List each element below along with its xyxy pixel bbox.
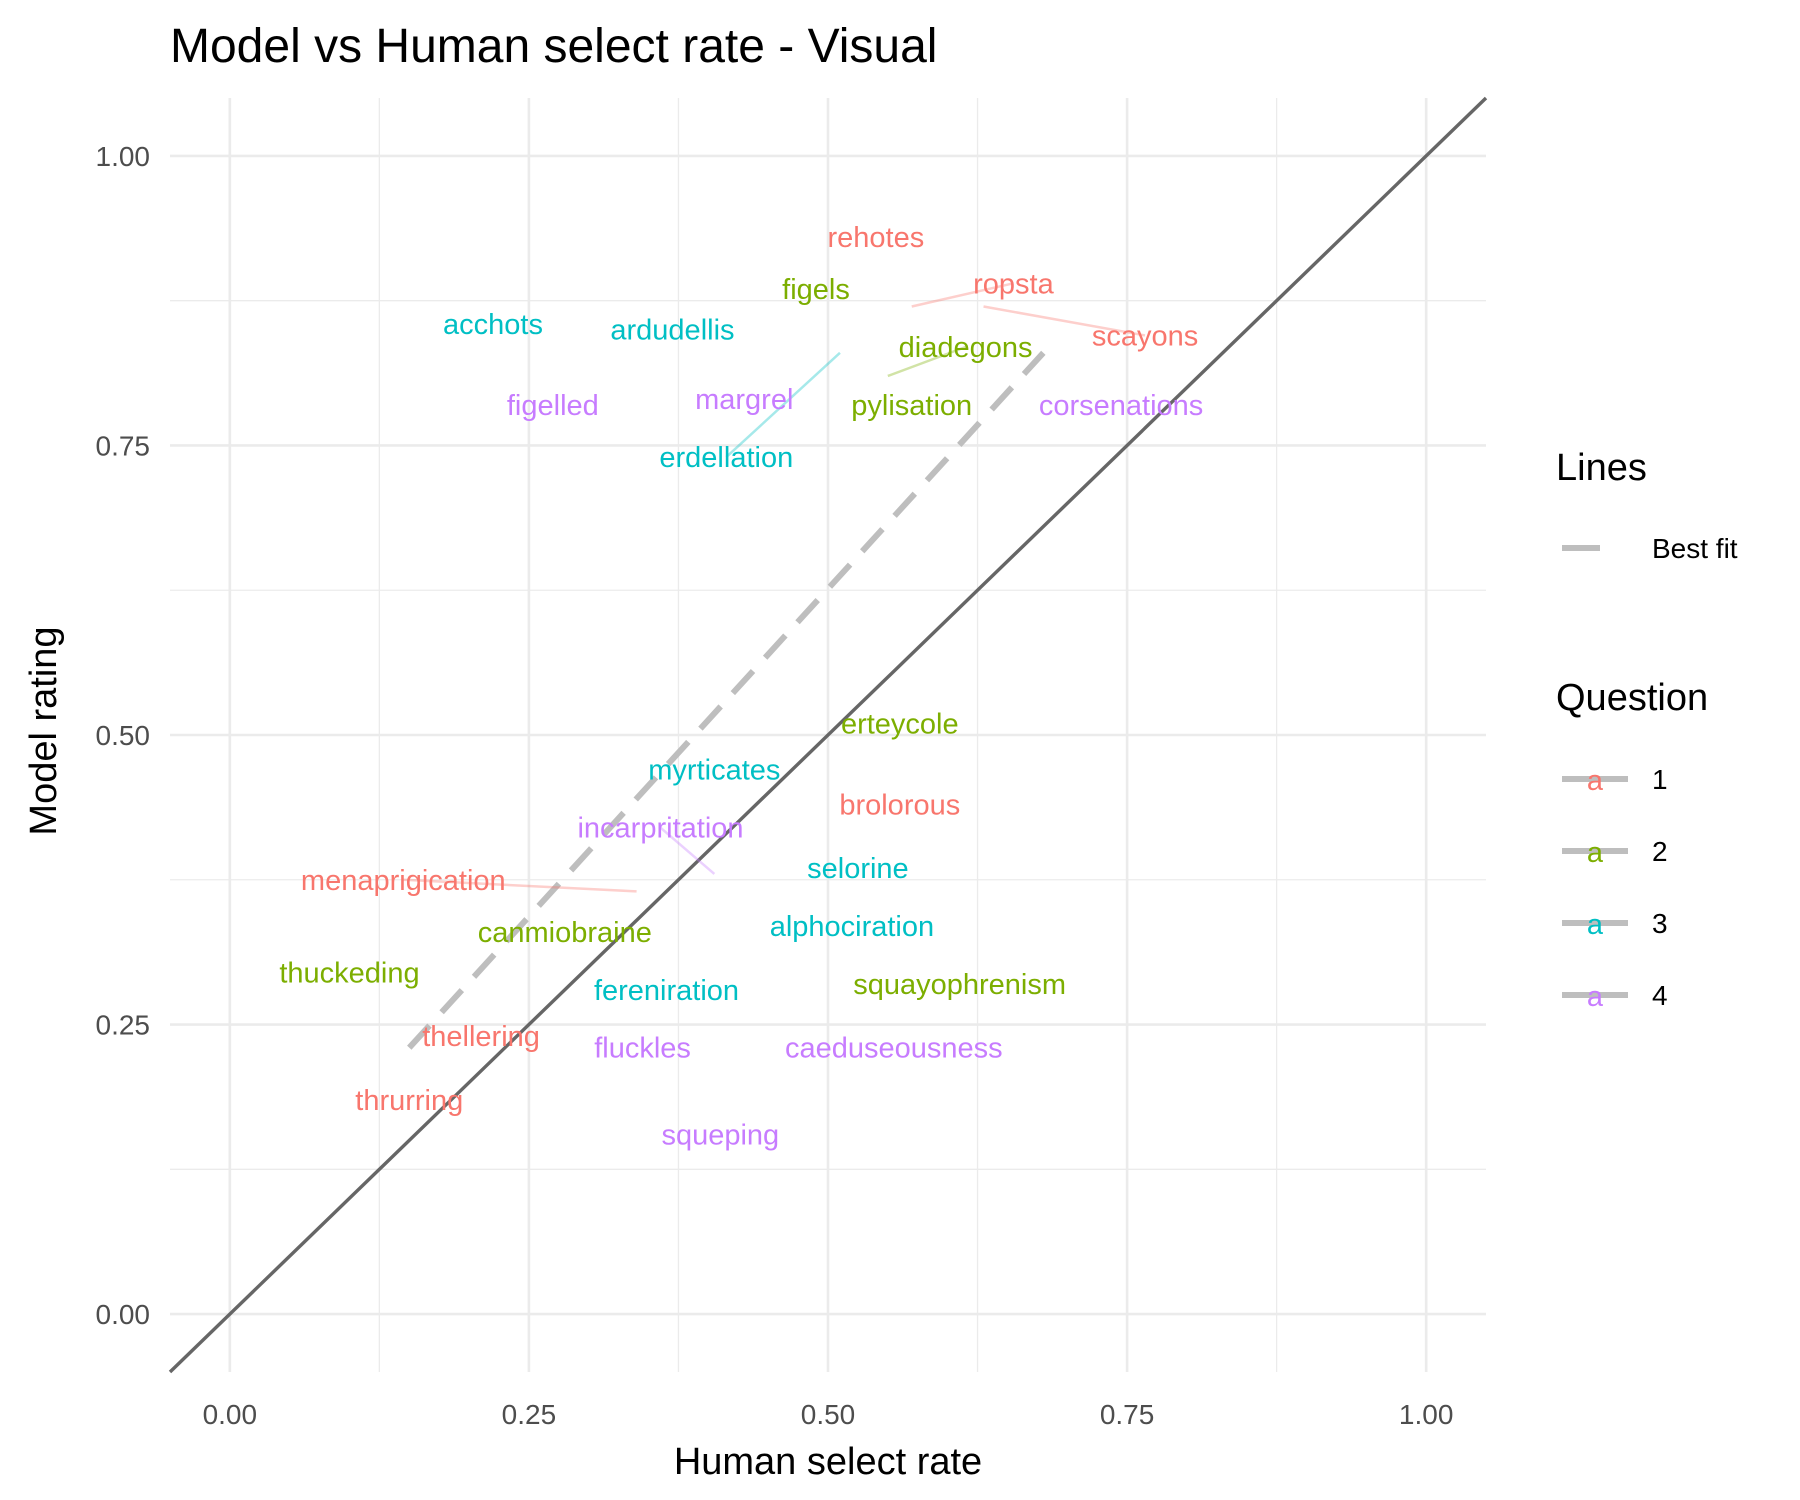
point-label-squayophrenism: squayophrenism	[853, 969, 1066, 1001]
leader-line	[887, 345, 967, 378]
leader-line	[403, 878, 637, 893]
legend: Lines Best fit Question a 1 a 2 a 3 a 4	[1556, 447, 1738, 1013]
y-axis-title: Model rating	[23, 626, 65, 835]
x-tick-label: 0.00	[203, 1399, 258, 1430]
best-fit-line	[407, 350, 1046, 1050]
y-tick-label: 0.25	[96, 1010, 151, 1041]
point-label-canmiobraine: canmiobraine	[478, 917, 652, 949]
legend-best-fit-label: Best fit	[1652, 533, 1738, 564]
point-label-scayons: scayons	[1092, 320, 1198, 352]
point-label-incarpritation: incarpritation	[577, 813, 743, 845]
legend-question-label: 1	[1652, 764, 1668, 795]
point-label-fereniration: fereniration	[594, 975, 739, 1007]
point-label-caeduseousness: caeduseousness	[785, 1033, 1003, 1065]
x-tick-label: 0.75	[1100, 1399, 1155, 1430]
axis-ticks: 0.00 0.25 0.50 0.75 1.00 0.00 0.25 0.50 0.75 1.00	[96, 141, 1454, 1430]
point-label-erteycole: erteycole	[841, 708, 959, 740]
point-label-rehotes: rehotes	[827, 222, 924, 254]
point-label-thuckeding: thuckeding	[279, 957, 419, 989]
point-label-menaprigication: menaprigication	[301, 865, 506, 897]
legend-question-key-glyph: a	[1587, 981, 1604, 1013]
reference-lines	[168, 96, 1488, 1374]
point-label-corsenations: corsenations	[1039, 390, 1203, 422]
identity-line	[168, 96, 1488, 1374]
point-label-fluckles: fluckles	[594, 1033, 691, 1065]
legend-question-label: 2	[1652, 836, 1668, 867]
point-label-thrurring: thrurring	[355, 1085, 463, 1117]
legend-question-items: a 1 a 2 a 3 a 4	[1562, 764, 1668, 1013]
point-label-thellering: thellering	[422, 1021, 540, 1053]
chart-title: Model vs Human select rate - Visual	[170, 20, 937, 73]
point-label-brolorous: brolorous	[839, 789, 960, 821]
point-label-alphociration: alphociration	[770, 911, 934, 943]
legend-question-key-glyph: a	[1587, 765, 1604, 797]
point-label-ardudellis: ardudellis	[610, 315, 734, 347]
point-label-figels: figels	[782, 274, 850, 306]
y-tick-label: 0.75	[96, 430, 151, 461]
point-label-ropsta: ropsta	[973, 268, 1054, 300]
y-tick-label: 0.00	[96, 1299, 151, 1330]
x-tick-label: 0.50	[801, 1399, 856, 1430]
point-label-pylisation: pylisation	[851, 390, 972, 422]
label-leader-lines	[403, 282, 1146, 893]
legend-question-title: Question	[1556, 677, 1708, 719]
y-tick-label: 0.50	[96, 720, 151, 751]
leader-line	[911, 282, 1014, 308]
leader-line	[983, 305, 1146, 337]
leader-line	[725, 351, 841, 458]
leader-line	[659, 826, 716, 875]
point-label-myrticates: myrticates	[648, 755, 780, 787]
y-tick-label: 1.00	[96, 141, 151, 172]
point-label-figelled: figelled	[507, 390, 599, 422]
legend-question-label: 3	[1652, 908, 1668, 939]
point-label-selorine: selorine	[807, 853, 909, 885]
x-tick-label: 0.25	[502, 1399, 557, 1430]
legend-question-key-glyph: a	[1587, 909, 1604, 941]
legend-lines-title: Lines	[1556, 447, 1647, 489]
point-labels: rehotes ropsta scayons figels diadegons pylis…	[279, 222, 1203, 1152]
point-label-diadegons: diadegons	[899, 332, 1033, 364]
legend-question-key-glyph: a	[1587, 837, 1604, 869]
point-label-acchots: acchots	[443, 309, 543, 341]
x-tick-label: 1.00	[1399, 1399, 1454, 1430]
point-label-margrel: margrel	[695, 384, 793, 416]
x-axis-title: Human select rate	[674, 1441, 982, 1483]
legend-question-label: 4	[1652, 980, 1668, 1011]
point-label-squeping: squeping	[661, 1120, 779, 1152]
point-label-erdellation: erdellation	[659, 442, 793, 474]
